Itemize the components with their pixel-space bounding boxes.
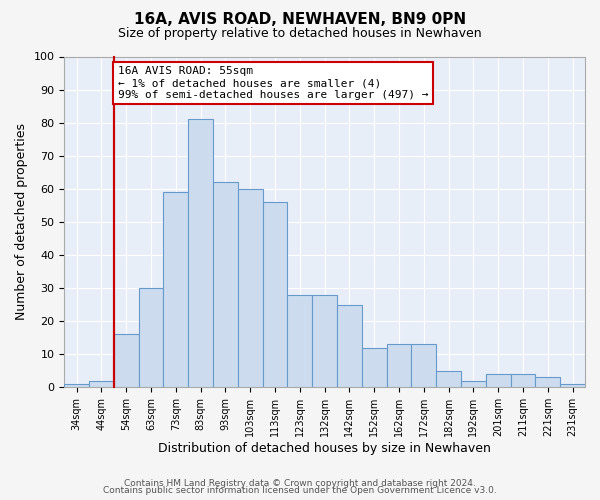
Bar [312, 294, 337, 388]
Bar [511, 374, 535, 388]
Bar [263, 202, 287, 388]
Bar [64, 384, 89, 388]
Bar [188, 120, 213, 388]
Bar [560, 384, 585, 388]
Bar [238, 189, 263, 388]
Bar [213, 182, 238, 388]
Bar [337, 304, 362, 388]
Text: Size of property relative to detached houses in Newhaven: Size of property relative to detached ho… [118, 28, 482, 40]
Bar [362, 348, 386, 388]
Bar [486, 374, 511, 388]
Text: Contains public sector information licensed under the Open Government Licence v3: Contains public sector information licen… [103, 486, 497, 495]
Text: Contains HM Land Registry data © Crown copyright and database right 2024.: Contains HM Land Registry data © Crown c… [124, 478, 476, 488]
Bar [89, 380, 114, 388]
Y-axis label: Number of detached properties: Number of detached properties [15, 124, 28, 320]
Bar [386, 344, 412, 388]
Text: 16A AVIS ROAD: 55sqm
← 1% of detached houses are smaller (4)
99% of semi-detache: 16A AVIS ROAD: 55sqm ← 1% of detached ho… [118, 66, 428, 100]
Text: 16A, AVIS ROAD, NEWHAVEN, BN9 0PN: 16A, AVIS ROAD, NEWHAVEN, BN9 0PN [134, 12, 466, 28]
Bar [535, 378, 560, 388]
X-axis label: Distribution of detached houses by size in Newhaven: Distribution of detached houses by size … [158, 442, 491, 455]
Bar [461, 380, 486, 388]
Bar [287, 294, 312, 388]
Bar [436, 371, 461, 388]
Bar [114, 334, 139, 388]
Bar [139, 288, 163, 388]
Bar [163, 192, 188, 388]
Bar [412, 344, 436, 388]
